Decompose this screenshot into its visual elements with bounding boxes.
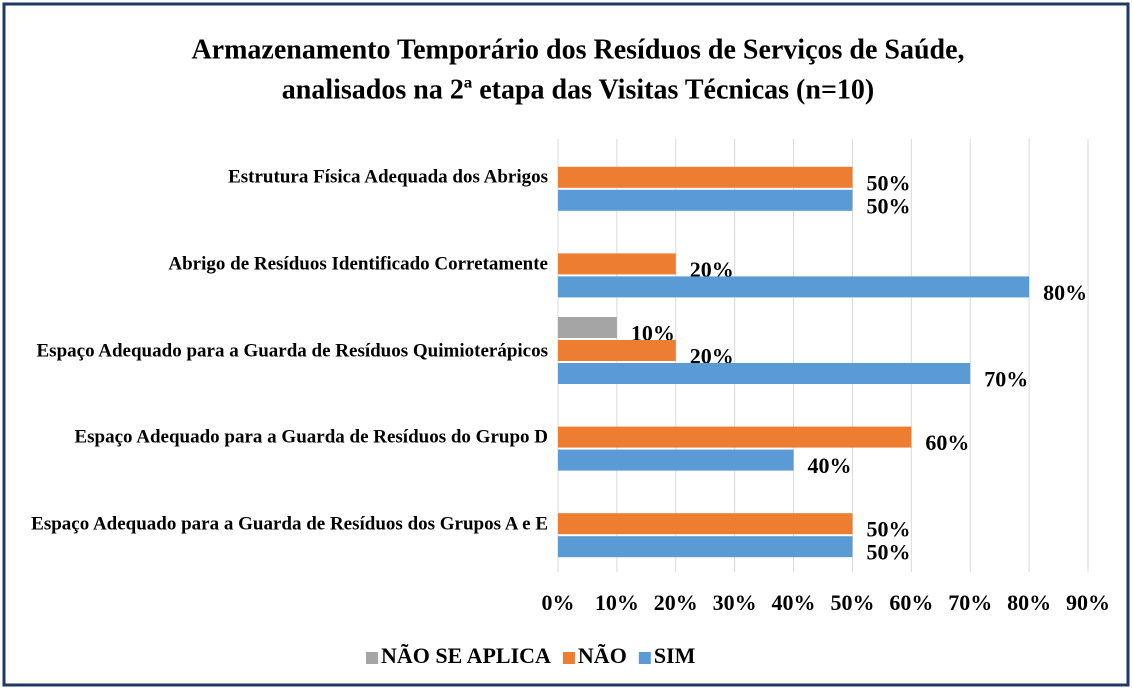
x-tick-label: 40%: [772, 590, 816, 615]
x-tick-label: 60%: [889, 590, 933, 615]
data-label: 40%: [808, 453, 852, 478]
bar: [558, 340, 676, 361]
data-label: 50%: [866, 540, 910, 565]
bar: [558, 426, 912, 448]
x-tick-label: 20%: [654, 590, 698, 615]
category-label: Espaço Adequado para a Guarda de Resíduo…: [31, 513, 548, 535]
legend-swatch: [366, 652, 378, 664]
bar: [558, 317, 617, 338]
bar: [558, 276, 1030, 298]
legend-label: SIM: [654, 643, 696, 668]
x-tick-label: 0%: [542, 590, 575, 615]
bar: [558, 189, 853, 211]
bar: [558, 449, 794, 471]
legend-label: NÃO SE APLICA: [381, 643, 551, 668]
data-label: 50%: [866, 193, 910, 218]
bar: [558, 253, 676, 275]
data-label: 50%: [866, 517, 910, 542]
bar: [558, 513, 853, 535]
x-tick-label: 30%: [713, 590, 757, 615]
category-label: Espaço Adequado para a Guarda de Resíduo…: [36, 340, 549, 361]
bar: [558, 363, 971, 384]
x-tick-label: 50%: [830, 590, 874, 615]
category-label: Abrigo de Resíduos Identificado Corretam…: [168, 253, 548, 275]
data-label: 60%: [925, 430, 969, 455]
legend-swatch: [562, 652, 575, 664]
legend-label: NÃO: [578, 643, 627, 668]
x-tick-label: 80%: [1007, 590, 1051, 615]
data-label: 50%: [866, 170, 910, 195]
chart-title: Armazenamento Temporário dos Resíduos de…: [191, 34, 964, 65]
data-label: 70%: [984, 367, 1028, 392]
x-tick-label: 90%: [1066, 590, 1110, 615]
category-label: Estrutura Física Adequada dos Abrigos: [228, 166, 548, 188]
category-label: Espaço Adequado para a Guarda de Resíduo…: [74, 426, 548, 448]
bar: [558, 536, 853, 558]
legend-swatch: [638, 652, 651, 664]
x-tick-label: 10%: [595, 590, 639, 615]
chart-title: analisados na 2ª etapa das Visitas Técni…: [282, 74, 874, 105]
data-label: 80%: [1043, 280, 1087, 305]
bar: [558, 166, 853, 188]
x-tick-label: 70%: [948, 590, 992, 615]
